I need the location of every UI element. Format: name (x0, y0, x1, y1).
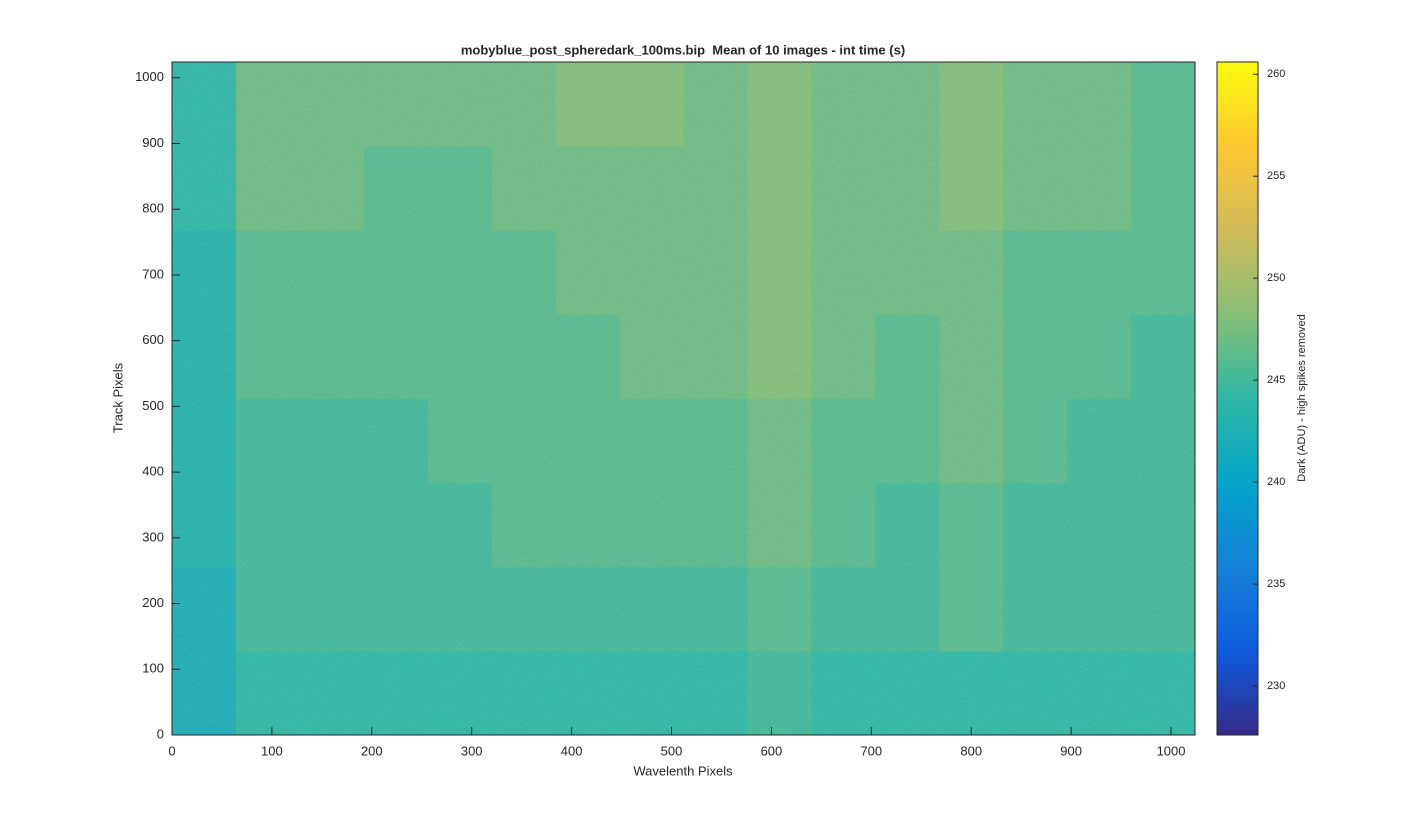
x-tick-label: 200 (361, 743, 383, 758)
x-tick-label: 500 (661, 743, 683, 758)
x-tick-label: 0 (168, 743, 175, 758)
y-tick-label: 100 (142, 661, 164, 676)
colorbar-tick-label: 255 (1267, 170, 1285, 182)
x-axis-label: Wavelenth Pixels (633, 763, 733, 778)
x-tick-label: 400 (561, 743, 583, 758)
y-tick-label: 0 (157, 726, 164, 741)
x-tick-label: 800 (960, 743, 982, 758)
colorbar-frame (1216, 61, 1259, 736)
colorbar (1217, 62, 1258, 735)
noise-texture (172, 62, 1195, 735)
x-tick-label: 100 (261, 743, 283, 758)
chart-title: mobyblue_post_spheredark_100ms.bip Mean … (461, 42, 905, 57)
y-tick-label: 1000 (135, 69, 164, 84)
y-tick-label: 600 (142, 332, 164, 347)
colorbar-tick-label: 260 (1267, 68, 1285, 80)
y-tick-label: 700 (142, 266, 164, 281)
x-tick-label: 700 (860, 743, 882, 758)
colorbar-tick-label: 230 (1267, 680, 1285, 692)
x-tick-label: 900 (1060, 743, 1082, 758)
y-tick-label: 300 (142, 529, 164, 544)
y-axis-label: Track Pixels (110, 362, 125, 433)
colorbar-tick-label: 240 (1267, 476, 1285, 488)
colorbar-label: Dark (ADU) - high spikes removed (1296, 314, 1308, 482)
y-tick-label: 900 (142, 135, 164, 150)
y-tick-label: 500 (142, 398, 164, 413)
x-tick-label: 300 (461, 743, 483, 758)
colorbar-tick-label: 245 (1267, 374, 1285, 386)
y-tick-label: 200 (142, 595, 164, 610)
x-tick-label: 1000 (1157, 743, 1186, 758)
colorbar-tick-label: 235 (1267, 578, 1285, 590)
y-tick-label: 400 (142, 464, 164, 479)
colorbar-tick-label: 250 (1267, 272, 1285, 284)
plot-frame (171, 61, 1196, 736)
x-tick-label: 600 (761, 743, 783, 758)
y-tick-label: 800 (142, 201, 164, 216)
